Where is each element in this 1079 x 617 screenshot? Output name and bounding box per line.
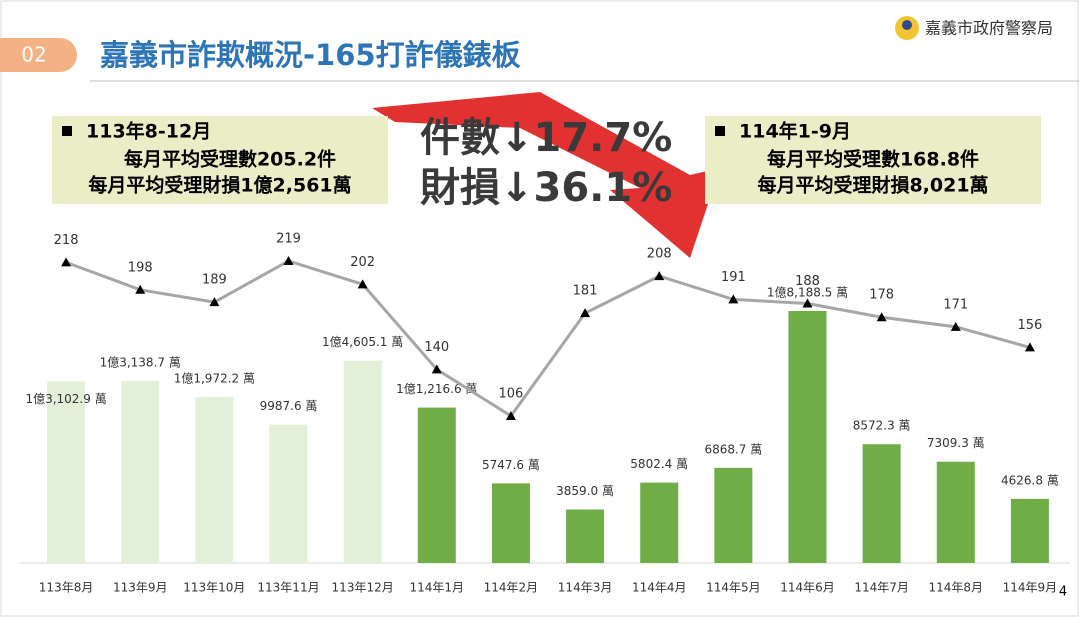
bar — [640, 482, 679, 563]
x-tick-label: 113年11月 — [257, 581, 319, 595]
bar — [566, 509, 605, 563]
bar-value-label: 5747.6 萬 — [482, 458, 540, 472]
x-tick-label: 113年10月 — [183, 581, 245, 595]
line-marker — [61, 257, 72, 267]
slide-title: 嘉義市詐欺概況-165打詐儀錶板 — [100, 38, 522, 72]
bar — [788, 311, 827, 563]
bar — [343, 360, 382, 563]
right-line1: 每月平均受理數168.8件 — [767, 148, 979, 171]
x-tick-label: 114年6月 — [780, 581, 835, 595]
bar-value-label: 5802.4 萬 — [630, 457, 688, 471]
bar — [417, 407, 456, 563]
x-tick-label: 114年5月 — [706, 581, 761, 595]
line-marker — [950, 321, 961, 331]
bar-value-label: 1億1,972.2 萬 — [174, 372, 255, 386]
bar-value-label: 1億3,138.7 萬 — [100, 355, 181, 369]
bar-value-label: 1億3,102.9 萬 — [25, 392, 106, 406]
line-value-label: 202 — [350, 255, 375, 270]
section-number: 02 — [21, 43, 46, 67]
bar — [121, 380, 160, 563]
line-marker — [209, 297, 220, 307]
page-number: 4 — [1059, 585, 1067, 600]
line-value-label: 198 — [128, 260, 153, 275]
bar — [47, 381, 86, 563]
line-marker — [580, 308, 591, 318]
bar-value-label: 3859.0 萬 — [556, 484, 614, 498]
line-marker — [654, 271, 665, 281]
bar-value-label: 1億1,216.6 萬 — [396, 382, 477, 396]
left-line2: 每月平均受理財損1億2,561萬 — [88, 174, 351, 197]
bar — [1010, 498, 1049, 563]
bar-value-label: 1億4,605.1 萬 — [322, 335, 403, 349]
left-period: 113年8-12月 — [86, 120, 211, 143]
line-marker — [1024, 342, 1035, 352]
bullet — [715, 126, 725, 136]
x-tick-label: 114年7月 — [854, 581, 909, 595]
bar-value-label: 6868.7 萬 — [704, 442, 762, 456]
line-value-label: 191 — [721, 270, 746, 285]
bar — [269, 424, 308, 563]
x-tick-label: 114年1月 — [410, 581, 465, 595]
left-line1: 每月平均受理數205.2件 — [124, 148, 336, 171]
line-value-label: 178 — [869, 288, 894, 303]
line-value-label: 188 — [795, 274, 820, 289]
number-badge — [0, 38, 77, 72]
x-tick-label: 114年3月 — [558, 581, 613, 595]
x-tick-label: 114年4月 — [632, 581, 687, 595]
x-tick-label: 114年8月 — [929, 581, 984, 595]
line-marker — [802, 298, 813, 308]
x-tick-label: 113年12月 — [332, 581, 394, 595]
line-value-label: 208 — [647, 247, 672, 262]
left-box — [52, 116, 388, 204]
line — [65, 259, 1031, 419]
bar — [491, 483, 530, 563]
x-tick-label: 113年9月 — [113, 581, 168, 595]
line-marker — [431, 364, 442, 374]
bar — [714, 467, 753, 563]
line-value-label: 181 — [573, 284, 598, 299]
bar-value-label: 1億8,188.5 萬 — [767, 286, 848, 300]
decline-arrow — [372, 92, 720, 258]
line-value-label: 218 — [54, 233, 79, 248]
bar-value-label: 7309.3 萬 — [927, 436, 985, 450]
line-value-label: 189 — [202, 273, 227, 288]
callout-cases: 件數↓17.7% — [420, 115, 672, 161]
line-marker — [728, 294, 739, 304]
line-value-label: 106 — [499, 387, 524, 402]
right-box — [705, 116, 1041, 204]
callout-losses: 財損↓36.1% — [420, 165, 672, 211]
logo-center — [902, 20, 912, 30]
line-value-label: 140 — [424, 340, 449, 355]
right-period: 114年1-9月 — [739, 120, 851, 143]
line-value-label: 156 — [1018, 318, 1043, 333]
bar-value-label: 9987.6 萬 — [260, 399, 318, 413]
org-name: 嘉義市政府警察局 — [925, 19, 1053, 38]
x-tick-label: 113年8月 — [39, 581, 94, 595]
line-marker — [135, 284, 146, 294]
line-value-label: 171 — [943, 297, 968, 312]
right-line2: 每月平均受理財損8,021萬 — [757, 174, 988, 197]
bar-value-label: 4626.8 萬 — [1001, 473, 1059, 487]
x-tick-label: 114年9月 — [1003, 581, 1058, 595]
bar — [936, 461, 975, 563]
line-marker — [283, 256, 294, 265]
bullet — [62, 126, 72, 136]
x-tick-label: 114年2月 — [484, 581, 539, 595]
line-marker — [876, 312, 887, 322]
bar — [195, 397, 234, 563]
bar-value-label: 8572.3 萬 — [853, 419, 911, 433]
line-marker — [357, 279, 368, 289]
bar — [862, 444, 901, 563]
line-value-label: 219 — [276, 232, 301, 247]
line-marker — [505, 411, 516, 420]
